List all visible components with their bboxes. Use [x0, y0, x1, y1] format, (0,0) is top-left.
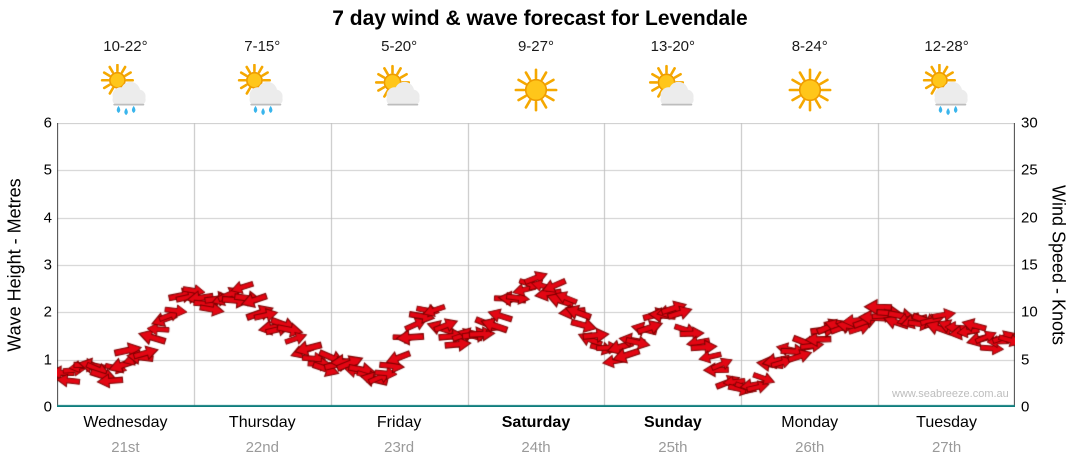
day-temp: 8-24°: [791, 38, 828, 55]
day-dates-row: 21st 22nd 23rd 24th 25th 26th 27th: [57, 439, 1015, 456]
left-axis-tick-label: 2: [43, 303, 52, 321]
left-axis-tick-label: 0: [43, 398, 52, 416]
day-name: Thursday: [228, 414, 296, 431]
left-axis-title: Wave Height - Metres: [4, 178, 25, 352]
day-date: 23rd: [384, 439, 415, 456]
left-axis-ticks: 0 1 2 3 4 5 6: [28, 115, 52, 416]
weather-icon: [373, 64, 425, 116]
day-temp: 9-27°: [517, 38, 554, 55]
weather-icon: [236, 63, 288, 116]
left-axis-tick-label: 5: [43, 161, 52, 179]
left-axis-tick-label: 3: [43, 256, 52, 274]
day-name: Monday: [781, 414, 839, 431]
right-axis-tick-label: 15: [1021, 256, 1038, 274]
day-temp: 13-20°: [650, 38, 696, 55]
day-name: Sunday: [643, 414, 702, 431]
sun-icon: [514, 68, 558, 112]
sun-icon: [788, 68, 832, 112]
day-date: 21st: [111, 439, 140, 456]
day-date: 27th: [931, 439, 962, 456]
weather-icons-row: [57, 62, 1015, 118]
day-date: 22nd: [245, 439, 279, 456]
sun-cloud-icon: [648, 64, 694, 106]
sun-cloud-rain-icon: [101, 63, 147, 116]
watermark: www.seabreeze.com.au: [892, 388, 1009, 400]
weather-icon: [784, 64, 836, 116]
day-name: Tuesday: [916, 414, 977, 431]
right-axis-ticks: 0 5 10 15 20 25 30: [1021, 115, 1051, 416]
day-temp: 12-28°: [924, 38, 969, 55]
day-temp: 7-15°: [244, 38, 281, 55]
weather-icon: [921, 63, 973, 116]
sun-cloud-rain-icon: [238, 63, 283, 116]
weather-icon: [647, 64, 699, 116]
weather-icon: [99, 63, 151, 116]
right-axis-tick-label: 5: [1021, 351, 1030, 369]
right-axis-tick-label: 20: [1021, 209, 1038, 227]
right-axis-tick-label: 30: [1021, 114, 1038, 132]
day-name: Friday: [376, 414, 422, 431]
day-name: Saturday: [501, 414, 571, 431]
right-axis-tick-label: 25: [1021, 161, 1038, 179]
sun-cloud-icon: [375, 64, 420, 106]
day-date: 24th: [521, 439, 551, 456]
day-name: Wednesday: [83, 414, 168, 431]
left-axis-tick-label: 4: [43, 209, 52, 227]
forecast-chart: [57, 123, 1015, 407]
left-axis-tick-label: 1: [43, 351, 52, 369]
page-title: 7 day wind & wave forecast for Levendale: [332, 7, 748, 30]
day-temp: 10-22°: [103, 38, 148, 55]
day-temp: 5-20°: [381, 38, 418, 55]
day-date: 25th: [658, 439, 688, 456]
sun-cloud-rain-icon: [922, 63, 968, 116]
right-axis-tick-label: 10: [1021, 303, 1038, 321]
weather-icon: [510, 64, 562, 116]
day-names-row: Wednesday Thursday Friday Saturday Sunda…: [57, 414, 1015, 432]
day-date: 26th: [795, 439, 825, 456]
temperature-row: 10-22° 7-15° 5-20° 9-27° 13-20° 8-24° 12…: [57, 38, 1015, 55]
right-axis-tick-label: 0: [1021, 398, 1030, 416]
left-axis-tick-label: 6: [43, 114, 52, 132]
